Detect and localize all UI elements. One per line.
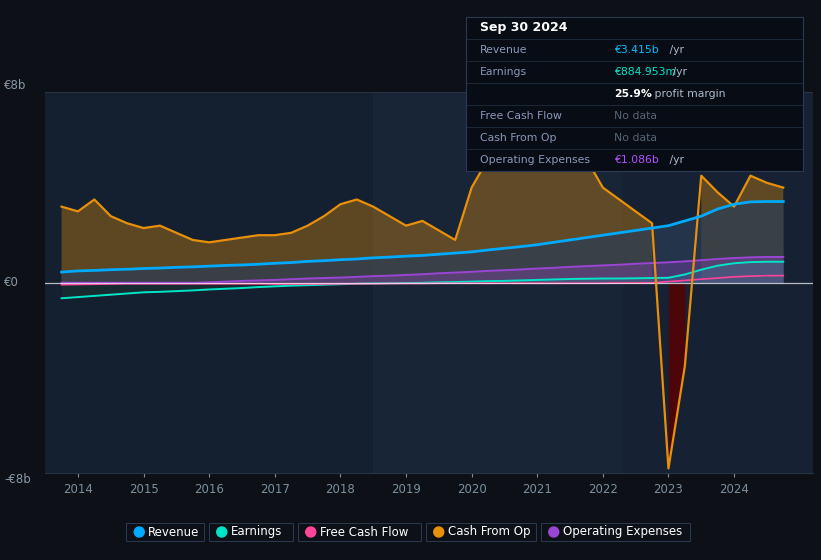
Text: /yr: /yr bbox=[667, 45, 684, 55]
Text: Free Cash Flow: Free Cash Flow bbox=[319, 525, 408, 539]
Text: 25.9%: 25.9% bbox=[614, 89, 653, 99]
Text: €3.415b: €3.415b bbox=[614, 45, 659, 55]
Text: Cash From Op: Cash From Op bbox=[447, 525, 530, 539]
Text: €1.086b: €1.086b bbox=[614, 155, 659, 165]
Text: No data: No data bbox=[614, 111, 658, 121]
Bar bbox=[622, 92, 813, 473]
Bar bbox=[541, 523, 690, 541]
Text: Operating Expenses: Operating Expenses bbox=[479, 155, 589, 165]
Text: Earnings: Earnings bbox=[231, 525, 282, 539]
Bar bbox=[426, 523, 536, 541]
Circle shape bbox=[135, 527, 144, 537]
Bar bbox=[126, 523, 204, 541]
Text: Free Cash Flow: Free Cash Flow bbox=[479, 111, 562, 121]
Text: Sep 30 2024: Sep 30 2024 bbox=[479, 21, 567, 34]
Text: No data: No data bbox=[614, 133, 658, 143]
Text: Earnings: Earnings bbox=[479, 67, 527, 77]
Text: €0: €0 bbox=[4, 276, 19, 290]
Text: Revenue: Revenue bbox=[149, 525, 200, 539]
Circle shape bbox=[305, 527, 316, 537]
Text: Cash From Op: Cash From Op bbox=[479, 133, 557, 143]
Text: /yr: /yr bbox=[667, 155, 684, 165]
Text: Revenue: Revenue bbox=[479, 45, 527, 55]
Text: /yr: /yr bbox=[669, 67, 687, 77]
Text: €884.953m: €884.953m bbox=[614, 67, 677, 77]
Bar bbox=[298, 523, 420, 541]
Circle shape bbox=[217, 527, 227, 537]
Circle shape bbox=[433, 527, 443, 537]
Text: Operating Expenses: Operating Expenses bbox=[562, 525, 682, 539]
Bar bbox=[209, 523, 293, 541]
Text: profit margin: profit margin bbox=[652, 89, 726, 99]
Circle shape bbox=[548, 527, 559, 537]
Text: €8b: €8b bbox=[4, 80, 26, 92]
Bar bbox=[374, 92, 813, 473]
Text: -€8b: -€8b bbox=[4, 473, 31, 486]
